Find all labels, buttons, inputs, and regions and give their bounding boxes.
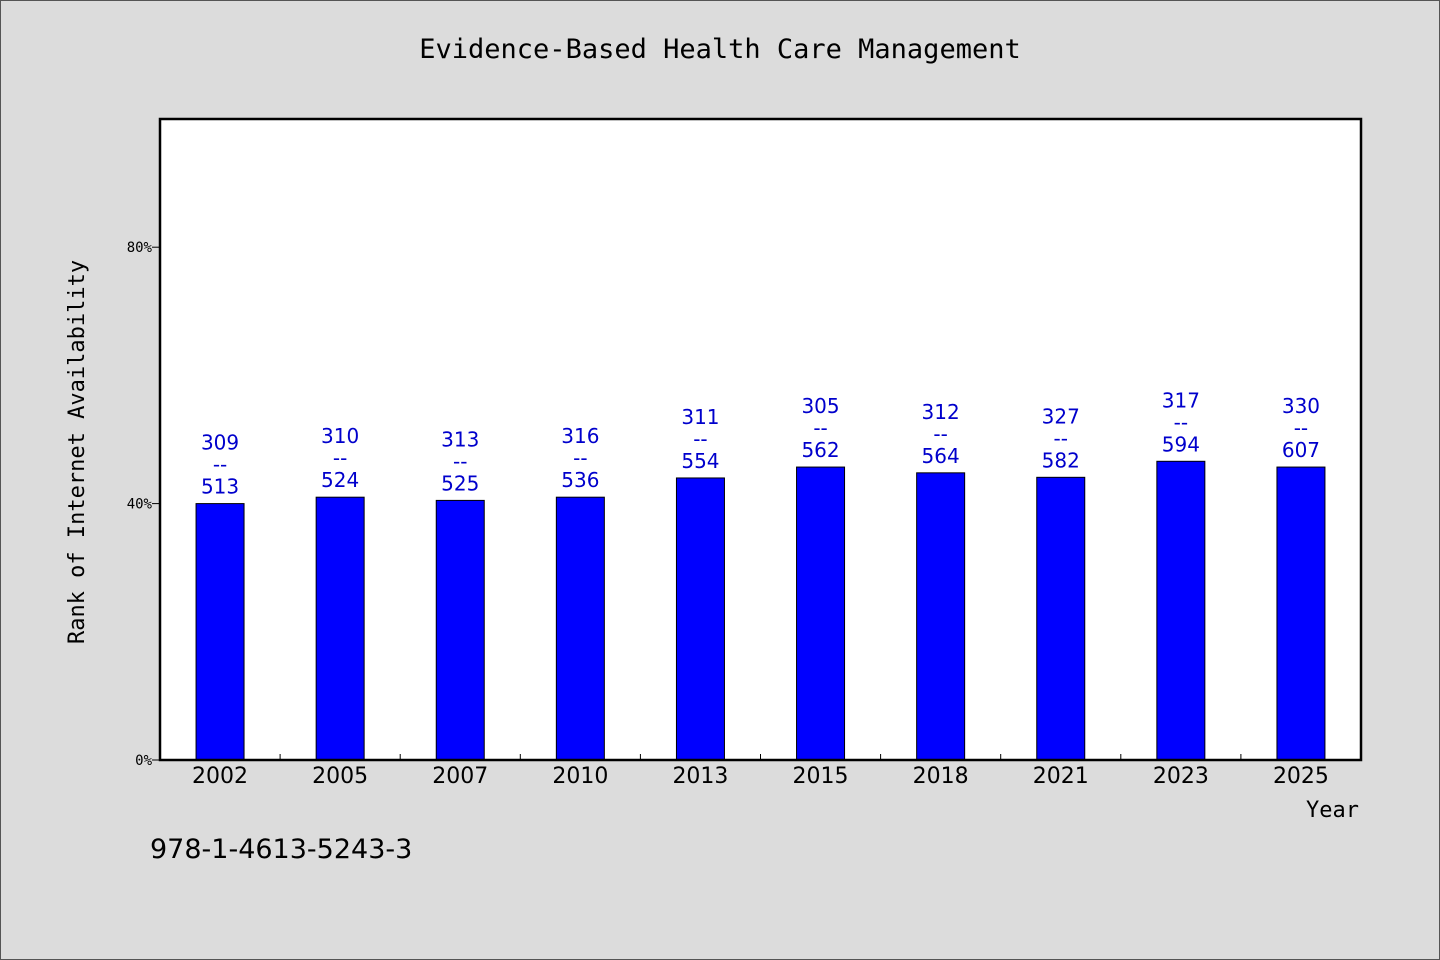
bar-2005	[315, 496, 365, 761]
data-label-2015-1: --	[813, 416, 827, 440]
bar-2010	[555, 496, 605, 761]
x-axis-ticks: 2002 2005 2007 2010 2013 2015 2018 2021 2023 2025	[192, 754, 1329, 789]
data-label-2018-2: 564	[922, 444, 960, 468]
bar-2002	[195, 503, 245, 761]
data-label-2002-1: --	[213, 453, 227, 477]
data-label-2025-0: 330	[1282, 394, 1320, 418]
x-tick-label-2023: 2023	[1153, 764, 1209, 789]
y-tick-label-0: 0%	[135, 753, 152, 769]
x-tick-label-2010: 2010	[552, 764, 608, 789]
data-label-2021-2: 582	[1042, 448, 1080, 472]
data-label-2013-0: 311	[681, 405, 719, 429]
data-label-2025-1: --	[1294, 416, 1308, 440]
x-tick-label-2007: 2007	[432, 764, 488, 789]
data-label-2005-2: 524	[321, 468, 359, 492]
data-label-2010-0: 316	[561, 424, 599, 448]
x-tick-label-2013: 2013	[672, 764, 728, 789]
x-tick-label-2002: 2002	[192, 764, 248, 789]
data-labels-group: 309--513310--524313--525316--536311--554…	[201, 388, 1320, 498]
bar-2023	[1156, 460, 1206, 761]
data-label-2007-1: --	[453, 449, 467, 473]
isbn-footnote: 978-1-4613-5243-3	[150, 834, 413, 865]
bars-group	[195, 460, 1326, 761]
data-label-2005-1: --	[333, 446, 347, 470]
data-label-2007-2: 525	[441, 471, 479, 495]
x-tick-label-2018: 2018	[913, 764, 969, 789]
x-tick-label-2005: 2005	[312, 764, 368, 789]
x-axis-label: Year	[1306, 798, 1359, 823]
y-tick-label-1: 40%	[127, 497, 153, 513]
chart-title: Evidence-Based Health Care Management	[419, 34, 1021, 65]
bar-2015	[796, 466, 846, 761]
data-label-2015-2: 562	[801, 438, 839, 462]
data-label-2005-0: 310	[321, 424, 359, 448]
y-axis-label: Rank of Internet Availability	[65, 260, 90, 644]
bar-2007	[435, 499, 485, 761]
data-label-2007-0: 313	[441, 427, 479, 451]
data-label-2002-0: 309	[201, 431, 239, 455]
y-tick-label-2: 80%	[127, 240, 153, 256]
y-axis-ticks: 0% 40% 80%	[127, 240, 160, 769]
data-label-2013-1: --	[693, 427, 707, 451]
bar-2013	[675, 477, 725, 761]
data-label-2023-2: 594	[1162, 432, 1200, 456]
data-label-2025-2: 607	[1282, 438, 1320, 462]
x-tick-label-2021: 2021	[1033, 764, 1089, 789]
bar-2025	[1276, 466, 1326, 761]
plot-border	[158, 117, 1363, 762]
data-label-2021-0: 327	[1042, 404, 1080, 428]
data-label-2015-0: 305	[801, 394, 839, 418]
bar-2018	[916, 472, 966, 761]
data-label-2023-0: 317	[1162, 388, 1200, 412]
data-label-2010-1: --	[573, 446, 587, 470]
data-label-2023-1: --	[1174, 410, 1188, 434]
data-label-2018-1: --	[933, 422, 947, 446]
data-label-2010-2: 536	[561, 468, 599, 492]
data-label-2018-0: 312	[922, 400, 960, 424]
data-label-2002-2: 513	[201, 475, 239, 499]
x-tick-label-2025: 2025	[1273, 764, 1329, 789]
data-label-2013-2: 554	[681, 449, 719, 473]
x-tick-label-2015: 2015	[793, 764, 849, 789]
data-label-2021-1: --	[1054, 426, 1068, 450]
bar-2021	[1036, 476, 1086, 761]
